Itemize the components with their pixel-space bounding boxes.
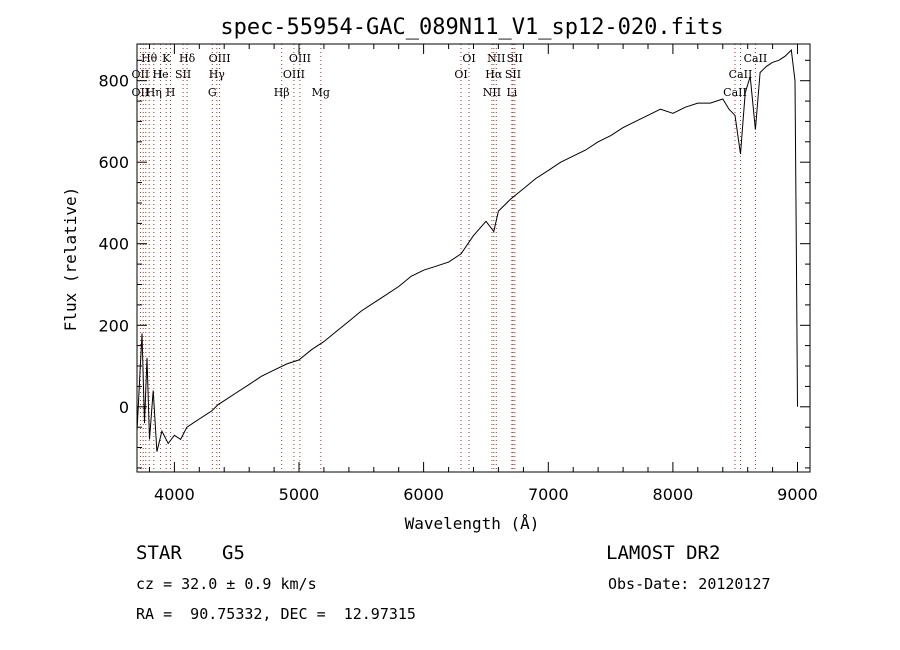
line-label: K bbox=[162, 52, 171, 65]
line-label: Mg bbox=[312, 86, 330, 99]
x-tick-label: 6000 bbox=[403, 485, 444, 504]
line-label: Hδ bbox=[179, 52, 196, 65]
y-tick-label: 0 bbox=[119, 398, 129, 417]
x-axis-label: Wavelength (Å) bbox=[405, 514, 540, 533]
y-tick-label: 800 bbox=[98, 72, 129, 91]
y-axis-label: Flux (relative) bbox=[61, 187, 80, 332]
spectrum-line bbox=[136, 49, 798, 452]
chart-title: spec-55954-GAC_089N11_V1_sp12-020.fits bbox=[220, 15, 723, 40]
y-axis: 0 200 400 600 800 bbox=[98, 59, 810, 469]
survey-label: LAMOST DR2 bbox=[606, 542, 721, 564]
x-tick-label: 7000 bbox=[528, 485, 569, 504]
line-label: OIII bbox=[209, 52, 231, 65]
x-axis: 4000 5000 6000 7000 8000 9000 bbox=[149, 44, 818, 504]
redshift-text: cz = 32.0 ± 0.9 km/s bbox=[136, 575, 317, 593]
line-label: OIII bbox=[289, 52, 311, 65]
line-label: CaII bbox=[744, 52, 768, 65]
line-label: NII bbox=[483, 86, 501, 99]
x-tick-label: 8000 bbox=[653, 485, 694, 504]
line-label: G bbox=[208, 86, 217, 99]
object-subclass: G5 bbox=[222, 542, 245, 564]
line-label: Hγ bbox=[209, 68, 226, 81]
line-label: OII bbox=[132, 86, 150, 99]
line-markers bbox=[139, 44, 756, 472]
line-label: CaII bbox=[729, 68, 753, 81]
y-tick-label: 600 bbox=[98, 153, 129, 172]
x-tick-label: 5000 bbox=[279, 485, 320, 504]
line-label: SII bbox=[507, 52, 523, 65]
object-class: STAR bbox=[136, 542, 182, 564]
line-label: Hη bbox=[146, 86, 162, 99]
line-label: Hθ bbox=[141, 52, 158, 65]
line-label: OII bbox=[132, 68, 150, 81]
line-label: Li bbox=[506, 86, 517, 99]
obs-date: Obs-Date: 20120127 bbox=[608, 575, 771, 593]
line-label: NII bbox=[487, 52, 505, 65]
line-label: He bbox=[153, 68, 169, 81]
y-tick-label: 400 bbox=[98, 235, 129, 254]
line-label: CaII bbox=[723, 86, 747, 99]
plot-frame bbox=[136, 43, 811, 473]
x-tick-label: 4000 bbox=[154, 485, 195, 504]
line-label: OI bbox=[454, 68, 467, 81]
line-label: Hβ bbox=[274, 86, 290, 99]
x-tick-label: 9000 bbox=[777, 485, 818, 504]
line-label: OI bbox=[462, 52, 475, 65]
coordinates: RA = 90.75332, DEC = 12.97315 bbox=[136, 605, 416, 623]
line-label: H bbox=[166, 86, 176, 99]
line-label: OIII bbox=[283, 68, 305, 81]
line-label: SII bbox=[505, 68, 521, 81]
line-label: I bbox=[158, 68, 162, 81]
y-tick-label: 200 bbox=[98, 316, 129, 335]
spectrum-series bbox=[136, 49, 798, 452]
line-label: SII bbox=[175, 68, 191, 81]
line-label: Hα bbox=[485, 68, 503, 81]
